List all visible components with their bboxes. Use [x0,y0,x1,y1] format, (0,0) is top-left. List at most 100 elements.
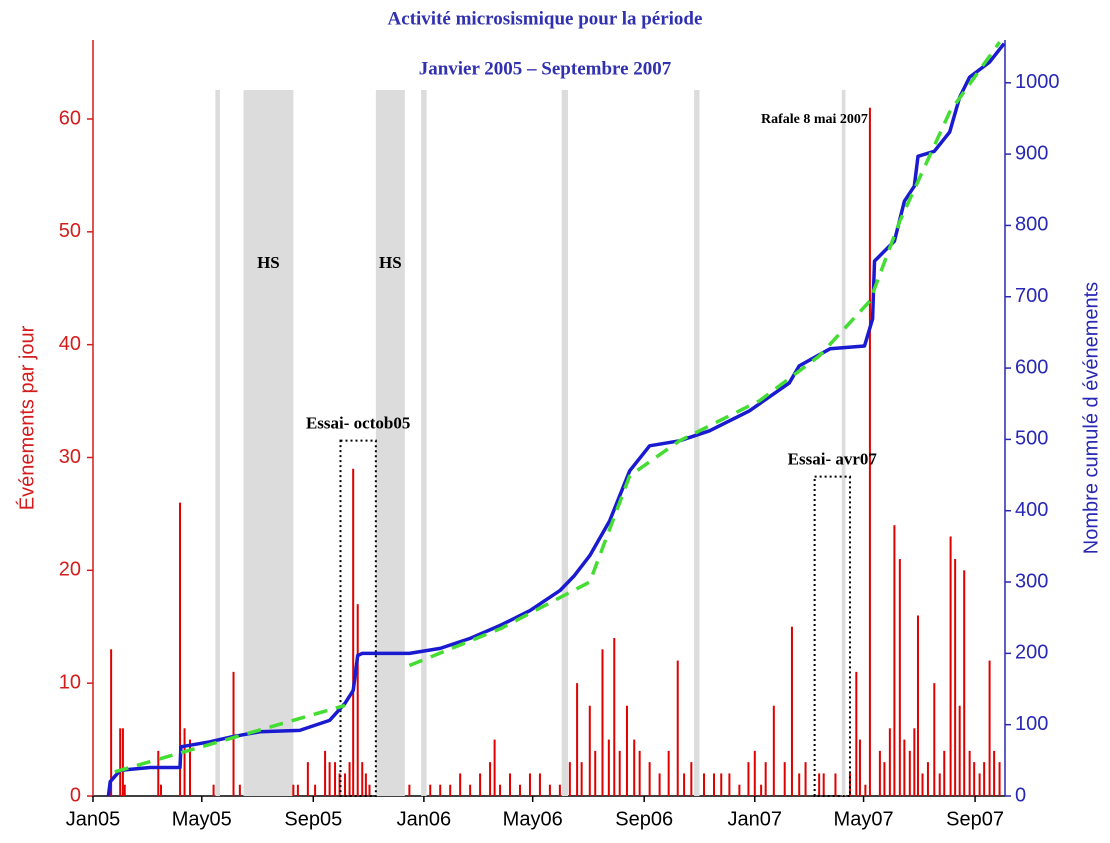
daily-bar [601,649,604,796]
daily-bar [548,784,551,796]
daily-bar [747,762,750,796]
shaded-period [841,90,846,796]
daily-bar [157,750,160,796]
daily-bar [119,728,122,796]
daily-bar [954,559,957,796]
daily-bar [878,750,881,796]
y2-tick-label: 400 [1015,499,1048,521]
daily-bar [538,773,541,796]
y-tick-label: 0 [70,784,81,806]
daily-bar [753,750,756,796]
y-tick-label: 20 [59,559,81,581]
daily-bar [690,762,693,796]
x-tick-label: May06 [503,808,563,830]
daily-bar [943,750,946,796]
daily-bar [179,502,182,796]
daily-bar [459,773,462,796]
daily-bar [818,773,821,796]
daily-bar [292,784,295,796]
daily-bar [638,750,641,796]
daily-bar [408,784,411,796]
shaded-period [215,90,220,796]
daily-bar [898,559,901,796]
daily-bar [921,773,924,796]
daily-bar [489,762,492,796]
y2-tick-label: 900 [1015,142,1048,164]
daily-bar [618,750,621,796]
y2-tick-label: 100 [1015,713,1048,735]
daily-bar [110,649,113,796]
daily-bar [625,705,628,796]
daily-bar [926,762,929,796]
daily-bar [238,784,241,796]
daily-bar [580,762,583,796]
daily-bar [883,762,886,796]
daily-bar [720,773,723,796]
daily-bar [607,739,610,796]
shaded-period [375,90,405,796]
shaded-period [421,90,427,796]
daily-bar [348,762,351,796]
daily-bar [998,762,1001,796]
x-tick-label: Sep06 [615,808,673,830]
daily-bar [667,750,670,796]
daily-bar [159,784,162,796]
daily-bar [993,750,996,796]
y-tick-label: 40 [59,333,81,355]
daily-bar [633,739,636,796]
y2-tick-label: 500 [1015,428,1048,450]
daily-bar [772,705,775,796]
test-box-label: Essai- octob05 [306,413,410,432]
daily-bar [908,750,911,796]
y-tick-label: 50 [59,220,81,242]
daily-bar [594,750,597,796]
daily-bar [528,773,531,796]
daily-bar [983,762,986,796]
daily-bar [314,784,317,796]
daily-bar [916,615,919,796]
daily-bar [864,784,867,796]
daily-bar [868,107,871,797]
daily-bar [834,773,837,796]
daily-bar [558,784,561,796]
y2-tick-label: 700 [1015,285,1048,307]
y2-tick-label: 0 [1015,784,1026,806]
y2-tick-label: 600 [1015,356,1048,378]
daily-bar [676,660,679,796]
annotation: HS [257,253,280,272]
daily-bar [783,762,786,796]
cumulative-line [106,42,1006,797]
y2-tick-label: 300 [1015,570,1048,592]
shaded-period [243,90,294,796]
daily-bar [344,773,347,796]
daily-bar [804,762,807,796]
x-tick-label: Jan07 [728,808,783,830]
daily-bar [903,739,906,796]
test-box-label: Essai- avr07 [788,450,878,469]
daily-bar [913,728,916,796]
daily-bar [368,784,371,796]
test-box [813,475,851,797]
daily-bar [568,762,571,796]
y-tick-label: 10 [59,671,81,693]
annotation: HS [379,253,402,272]
daily-bar [499,784,502,796]
daily-bar [493,739,496,796]
daily-bar [439,784,442,796]
shaded-period [561,90,569,796]
daily-bar [963,570,966,796]
daily-bar [306,762,309,796]
daily-bar [848,773,851,796]
x-tick-label: Sep07 [946,808,1004,830]
daily-bar [988,660,991,796]
daily-bar [973,762,976,796]
daily-bar [648,762,651,796]
x-tick-label: Jan06 [397,808,452,830]
daily-bar [189,739,192,796]
y-axis-label: Événements par jour [15,325,38,510]
daily-bar [588,705,591,796]
daily-bar [958,705,961,796]
y2-tick-label: 200 [1015,642,1048,664]
daily-bar [760,784,763,796]
